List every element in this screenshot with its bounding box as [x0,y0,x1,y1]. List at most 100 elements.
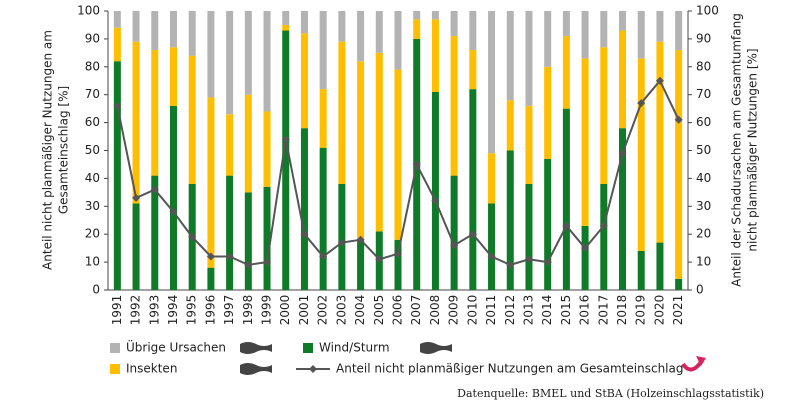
line-marker [655,76,664,85]
bar-segment [394,11,402,70]
bar-segment [450,11,458,37]
bar-segment [637,58,645,251]
x-tick-label: 1996 [203,295,217,326]
line-marker [169,207,178,216]
bar-segment [151,50,159,176]
y2-tick-label: 100 [696,4,719,18]
bar-segment [600,183,608,290]
bar-segment [357,239,365,290]
legend-label: Insekten [126,362,177,376]
bar-segment [637,11,645,59]
bar-segment [188,55,196,184]
x-tick-label: 2018 [615,295,629,326]
y2-tick-label: 0 [696,283,704,297]
bar-segment [637,250,645,290]
line-marker [506,260,515,269]
x-tick-label: 2011 [484,295,498,326]
y2-tick-label: 70 [696,87,711,101]
bar-segment [544,11,552,67]
x-tick-label: 2016 [578,295,592,326]
legend-label: Anteil nicht planmäßiger Nutzungen am Ge… [336,362,683,376]
legend-marker [309,365,317,373]
x-tick-label: 2001 [297,295,311,326]
bar-segment [132,203,140,290]
bar-segment [506,100,514,151]
x-tick-label: 2007 [409,295,423,326]
y-axis-label: Gesamteinschlag [%] [57,86,71,214]
line-marker [487,252,496,261]
x-tick-label: 1995 [185,295,199,326]
y2-tick-label: 60 [696,115,711,129]
line-marker [188,232,197,241]
y-tick-label: 100 [77,4,100,18]
y2-tick-label: 30 [696,199,711,213]
line-marker [674,115,683,124]
bar-segment [169,47,177,106]
line-marker [618,149,627,158]
x-tick-label: 2006 [391,295,405,326]
line-marker [450,241,459,250]
line-marker [244,260,253,269]
line-marker [599,221,608,230]
bar-segment [169,105,177,290]
y-tick-label: 0 [92,283,100,297]
bar-segment [600,47,608,184]
bar-segment [562,11,570,37]
bar-segment [506,150,514,290]
bar-segment [151,11,159,51]
bar-segment [581,225,589,290]
bar-segment [226,175,234,290]
x-tick-label: 2013 [521,295,535,326]
x-tick-label: 2008 [428,295,442,326]
bar-segment [300,128,308,290]
bar-segment [357,61,365,240]
legend-swatch [110,343,120,353]
y2-tick-label: 20 [696,227,711,241]
x-tick-label: 1991 [110,295,124,326]
line-marker [356,235,365,244]
bar-segment [619,30,627,129]
line-marker [132,193,141,202]
y2-tick-label: 40 [696,171,711,185]
x-tick-label: 2002 [316,295,330,326]
bar-segment [244,11,252,95]
bar-segment [319,147,327,290]
legend-swatch [110,364,120,374]
bar-segment [394,69,402,240]
bar-segment [207,97,215,268]
bar-segment [244,192,252,290]
y-tick-label: 30 [85,199,100,213]
bar-segment [469,50,477,90]
bar-segment [263,11,271,112]
bar-segment [338,41,346,184]
bar-segment [319,11,327,90]
bar-segment [619,11,627,31]
bar-segment [431,19,439,92]
x-tick-label: 2021 [671,295,685,326]
bar-segment [600,11,608,48]
bar-segment [656,242,664,290]
y-axis-label: Anteil nicht planmäßiger Nutzungen am [41,30,55,270]
bar-segment [525,105,533,184]
y-tick-label: 40 [85,171,100,185]
x-tick-label: 2017 [596,295,610,326]
bar-segment [431,91,439,290]
flag-icon [420,342,452,354]
y-tick-label: 70 [85,87,100,101]
x-tick-label: 2009 [447,295,461,326]
y-tick-label: 80 [85,59,100,73]
bar-segment [413,11,421,20]
y-tick-label: 50 [85,143,100,157]
bar-segment [338,183,346,290]
x-tick-label: 2000 [278,295,292,326]
x-tick-label: 1999 [260,295,274,326]
bar-segment [188,11,196,56]
bar-segment [244,94,252,193]
bar-segment [282,30,290,291]
line-marker [581,244,590,253]
bar-segment [319,89,327,148]
legend-label: Wind/Sturm [319,341,390,355]
bar-segment [263,111,271,187]
line-marker [543,258,552,267]
